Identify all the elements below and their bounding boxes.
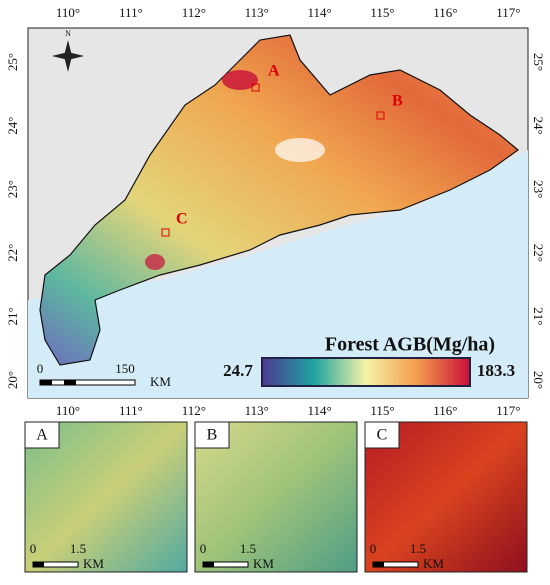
- lon-label: 111°: [119, 403, 143, 418]
- inset-scale-label: 0: [370, 541, 377, 556]
- lon-label: 113°: [245, 5, 269, 20]
- lon-label: 117°: [496, 403, 520, 418]
- legend-min: 24.7: [223, 361, 253, 380]
- compass: N: [52, 29, 84, 72]
- sea: [28, 150, 528, 398]
- lat-label: 21°: [5, 307, 20, 325]
- site-box: [376, 111, 385, 120]
- lon-label: 114°: [307, 403, 331, 418]
- inset-scale-unit: KM: [253, 556, 274, 571]
- colorbar: [261, 357, 471, 387]
- legend-max: 183.3: [477, 361, 515, 380]
- inset-scale-bar: [373, 562, 384, 567]
- inset-label: A: [36, 427, 48, 444]
- site-box: [251, 83, 260, 92]
- inset-label: B: [207, 427, 218, 444]
- lat-label: 20°: [5, 371, 20, 389]
- inset-scale-label: 0: [30, 541, 37, 556]
- lat-label: 22°: [531, 244, 546, 262]
- lon-label: 112°: [182, 403, 206, 418]
- lon-label: 115°: [370, 5, 394, 20]
- compass-label: N: [65, 29, 71, 38]
- lon-label: 112°: [182, 5, 206, 20]
- site-label: C: [176, 211, 188, 228]
- inset-label-box: [194, 421, 230, 449]
- inset-label-box: [364, 421, 400, 449]
- lon-label: 110°: [56, 403, 80, 418]
- lon-label: 117°: [496, 5, 520, 20]
- urban-area: [275, 138, 325, 162]
- lat-label: 24°: [5, 116, 20, 134]
- lon-label: 110°: [56, 5, 80, 20]
- inset-scale-bar: [203, 562, 214, 567]
- scale-label: 0: [37, 361, 44, 376]
- lat-label: 25°: [531, 53, 546, 71]
- lat-label: 22°: [5, 244, 20, 262]
- lon-label: 116°: [433, 403, 457, 418]
- lat-label: 23°: [531, 180, 546, 198]
- lon-label: 115°: [370, 403, 394, 418]
- lon-label: 116°: [433, 5, 457, 20]
- legend-title: Forest AGB(Mg/ha): [325, 334, 495, 356]
- inset-scale-unit: KM: [83, 556, 104, 571]
- lon-label: 111°: [119, 5, 143, 20]
- inset-label: C: [377, 427, 388, 444]
- inset-scale-label: 1.5: [410, 541, 426, 556]
- scale-label: 150: [115, 361, 135, 376]
- inset-scale-bar: [33, 562, 44, 567]
- inset-scale-label: 1.5: [70, 541, 86, 556]
- lat-label: 21°: [531, 307, 546, 325]
- site-box: [161, 228, 170, 237]
- site-label: A: [268, 63, 280, 80]
- lon-label: 114°: [307, 5, 331, 20]
- lon-label: 113°: [245, 403, 269, 418]
- province: [39, 34, 519, 366]
- inset-scale-label: 0: [200, 541, 207, 556]
- lat-label: 23°: [5, 180, 20, 198]
- inset-scale-label: 1.5: [240, 541, 256, 556]
- scale-unit: KM: [150, 374, 171, 389]
- inset-scale-unit: KM: [423, 556, 444, 571]
- inset-label-box: [24, 421, 60, 449]
- scale-bar: [39, 379, 136, 386]
- high-biomass-area: [145, 254, 165, 270]
- site-label: B: [392, 93, 403, 110]
- lat-label: 25°: [5, 53, 20, 71]
- lat-label: 24°: [531, 116, 546, 134]
- lat-label: 20°: [531, 371, 546, 389]
- high-biomass-area: [222, 70, 258, 90]
